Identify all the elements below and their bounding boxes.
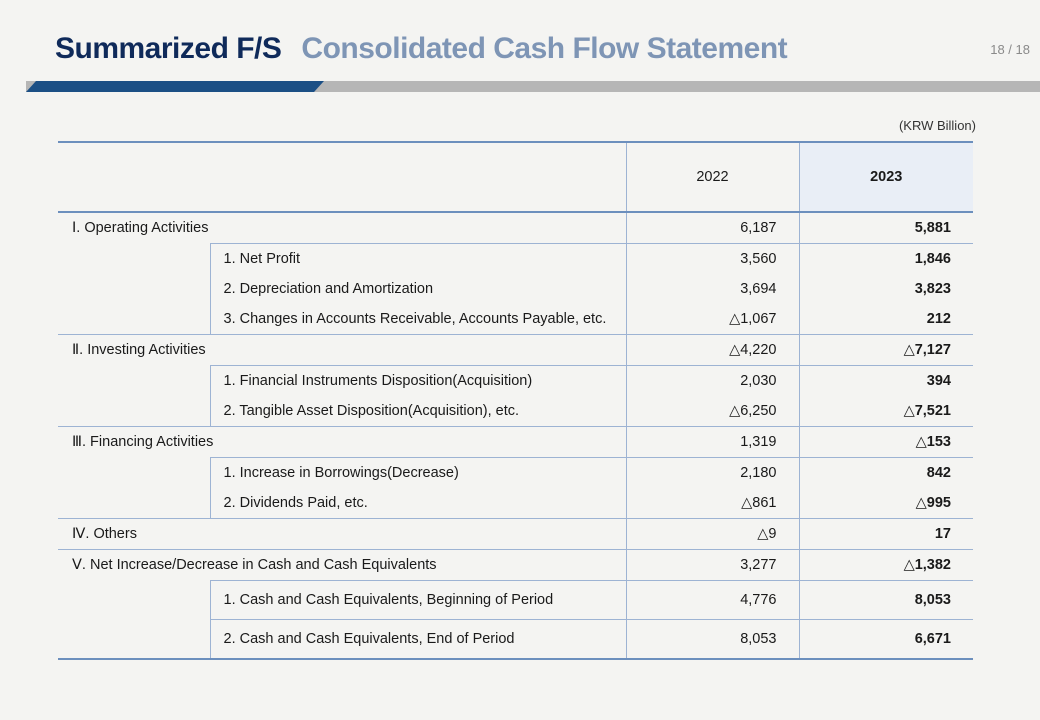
value-2022: 4,776 [625, 580, 799, 620]
row-label: 2. Tangible Asset Disposition(Acquisitio… [209, 396, 626, 427]
value-2022: △4,220 [625, 334, 799, 366]
value-2022: 8,053 [625, 619, 799, 660]
value-2023: 3,823 [798, 274, 973, 304]
indent-cell [58, 581, 210, 620]
row-label: 2. Cash and Cash Equivalents, End of Per… [209, 619, 626, 660]
page-title: Summarized F/S Consolidated Cash Flow Sta… [55, 32, 788, 66]
value-2023: △7,127 [798, 334, 973, 366]
indent-cell [58, 619, 210, 660]
value-2022: 1,319 [625, 426, 799, 458]
row-label: 1. Cash and Cash Equivalents, Beginning … [209, 580, 626, 620]
header-rule [26, 81, 1040, 92]
rule-gray-bar [26, 81, 1040, 92]
row-label: Ⅳ. Others [58, 518, 626, 550]
table-row: 1. Increase in Borrowings(Decrease) 2,18… [58, 457, 973, 489]
table-row: Ⅱ. Investing Activities △4,220 △7,127 [58, 334, 973, 366]
value-2023: 212 [798, 304, 973, 335]
table-row: 2. Tangible Asset Disposition(Acquisitio… [58, 396, 973, 427]
table-row: Ⅰ. Operating Activities 6,187 5,881 [58, 212, 973, 244]
value-2023: 394 [798, 365, 973, 396]
table-row: 2. Depreciation and Amortization 3,694 3… [58, 274, 973, 304]
indent-cell [58, 458, 210, 489]
table-row: 1. Cash and Cash Equivalents, Beginning … [58, 580, 973, 620]
cash-flow-table: 2022 2023 Ⅰ. Operating Activities 6,187 … [58, 141, 973, 660]
row-label: Ⅲ. Financing Activities [58, 426, 626, 458]
header-blank [58, 141, 626, 213]
value-2022: 6,187 [625, 212, 799, 244]
col-header-2022: 2022 [625, 141, 799, 213]
table-row: 1. Financial Instruments Disposition(Acq… [58, 365, 973, 397]
row-label: Ⅴ. Net Increase/Decrease in Cash and Cas… [58, 549, 626, 581]
row-label: Ⅱ. Investing Activities [58, 334, 626, 366]
value-2023: △995 [798, 488, 973, 519]
value-2022: △1,067 [625, 304, 799, 335]
row-label: 1. Financial Instruments Disposition(Acq… [209, 365, 626, 396]
value-2022: 3,694 [625, 274, 799, 304]
table-row: Ⅳ. Others △9 17 [58, 518, 973, 550]
table-header-row: 2022 2023 [58, 141, 973, 213]
value-2023: 8,053 [798, 580, 973, 620]
value-2023: 1,846 [798, 243, 973, 274]
value-2022: 2,030 [625, 365, 799, 396]
row-label: 3. Changes in Accounts Receivable, Accou… [209, 304, 626, 335]
table-row: 3. Changes in Accounts Receivable, Accou… [58, 304, 973, 335]
value-2022: 3,277 [625, 549, 799, 581]
indent-cell [58, 488, 210, 519]
indent-cell [58, 304, 210, 335]
unit-note: (KRW Billion) [898, 118, 976, 133]
value-2022: △6,250 [625, 396, 799, 427]
indent-cell [58, 396, 210, 427]
indent-cell [58, 366, 210, 397]
value-2022: 3,560 [625, 243, 799, 274]
value-2023: 17 [798, 518, 973, 550]
row-label: 2. Dividends Paid, etc. [209, 488, 626, 519]
value-2022: △9 [625, 518, 799, 550]
value-2023: 6,671 [798, 619, 973, 660]
value-2023: △7,521 [798, 396, 973, 427]
row-label: Ⅰ. Operating Activities [72, 220, 209, 236]
value-2022: △861 [625, 488, 799, 519]
table-row: Ⅴ. Net Increase/Decrease in Cash and Cas… [58, 549, 973, 581]
value-2023: △1,382 [798, 549, 973, 581]
title-main: Summarized F/S [55, 32, 282, 65]
indent-cell [58, 274, 210, 304]
row-label: 1. Net Profit [209, 243, 626, 274]
value-2022: 2,180 [625, 457, 799, 488]
table-row: 2. Dividends Paid, etc. △861 △995 [58, 488, 973, 519]
value-2023: 842 [798, 457, 973, 488]
row-label: 2. Depreciation and Amortization [209, 274, 626, 304]
table-row: 2. Cash and Cash Equivalents, End of Per… [58, 619, 973, 660]
title-sub: Consolidated Cash Flow Statement [301, 32, 788, 65]
col-header-2023: 2023 [798, 141, 973, 213]
value-2023: △153 [798, 426, 973, 458]
indent-cell [58, 244, 210, 275]
table-row: Ⅲ. Financing Activities 1,319 △153 [58, 426, 973, 458]
row-label: 1. Increase in Borrowings(Decrease) [209, 457, 626, 488]
rule-blue-bar [26, 81, 324, 92]
table-row: 1. Net Profit 3,560 1,846 [58, 243, 973, 275]
page-number: 18 / 18 [990, 42, 1030, 57]
value-2023: 5,881 [798, 212, 973, 244]
